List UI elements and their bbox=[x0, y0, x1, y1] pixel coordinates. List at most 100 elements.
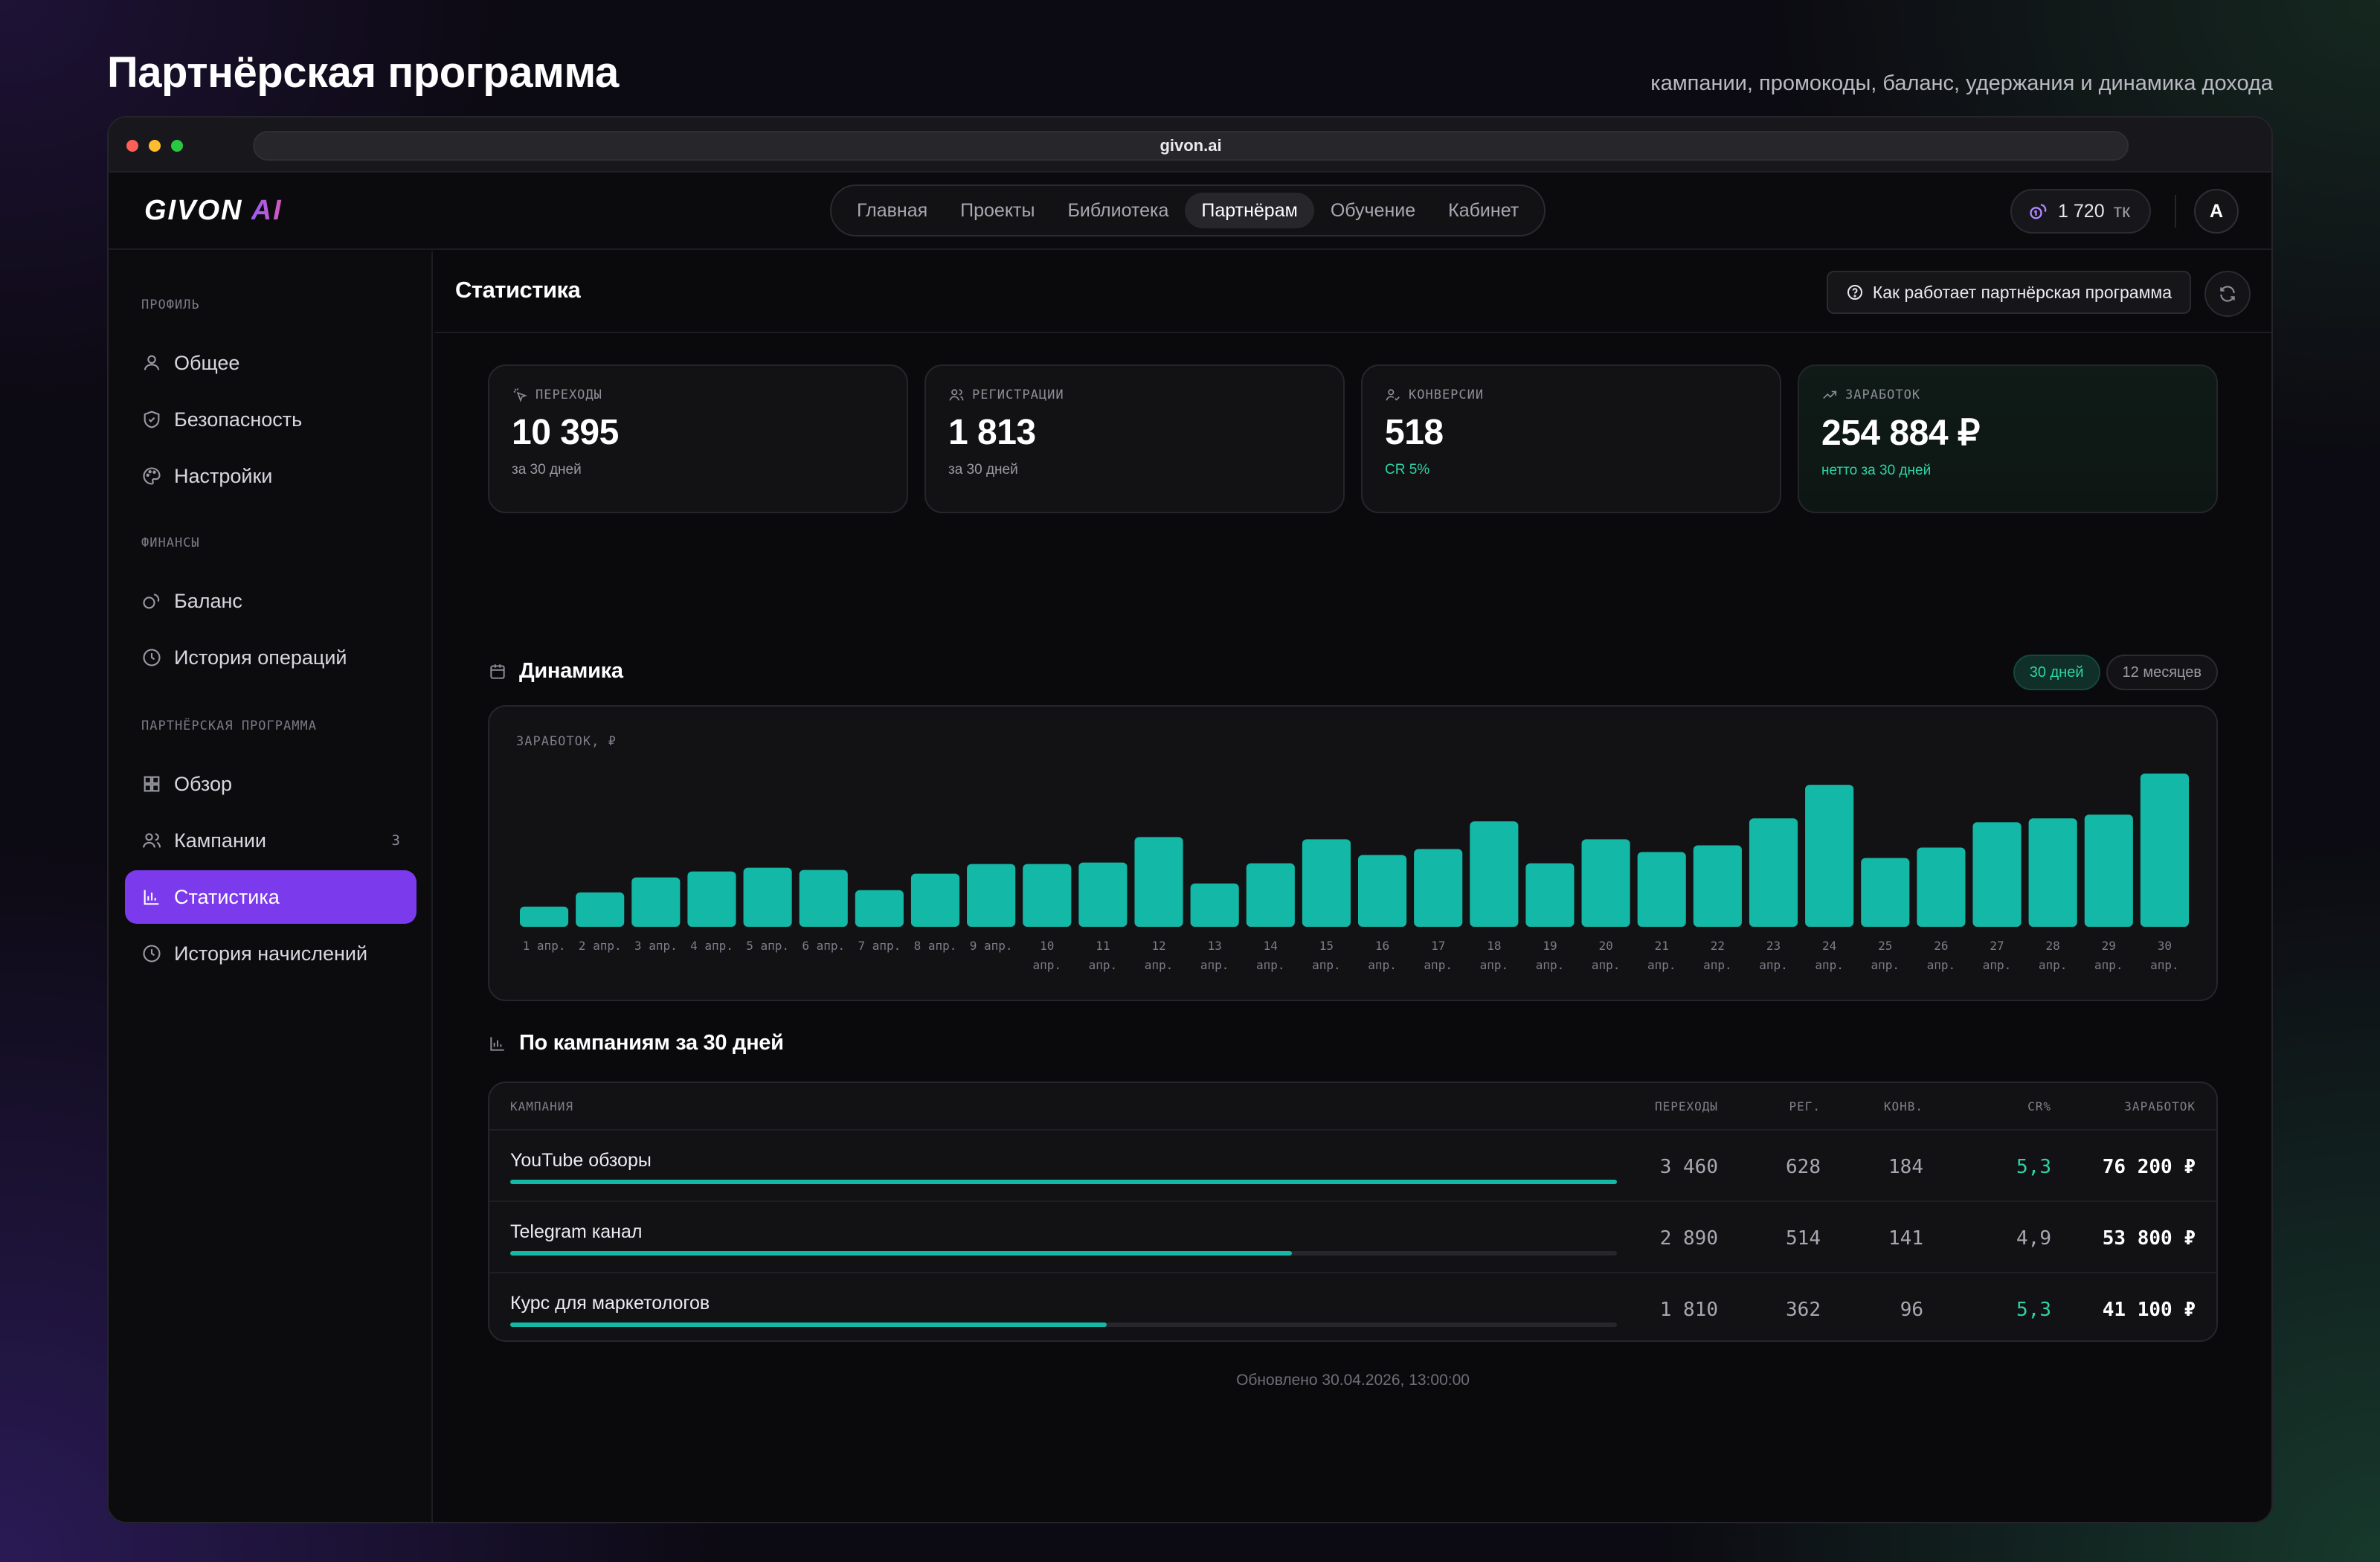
close-window-dot[interactable] bbox=[126, 140, 138, 152]
chart-bar[interactable] bbox=[2084, 814, 2133, 927]
campaign-name[interactable]: YouTube обзоры bbox=[510, 1150, 652, 1171]
page-title: Партнёрская программа bbox=[107, 48, 619, 97]
chart-tick-label: апр. bbox=[1703, 958, 1732, 972]
chart-tick-label: апр. bbox=[1424, 958, 1453, 972]
main-header: Статистика Как работает партнёрская прог… bbox=[434, 251, 2271, 333]
chart-bar[interactable] bbox=[1637, 852, 1686, 927]
sidebar-item-2-3[interactable]: История начислений bbox=[125, 927, 416, 980]
chart-bar[interactable] bbox=[2140, 774, 2189, 927]
cell-earnings: 53 800 ₽ bbox=[2102, 1227, 2196, 1250]
chart-bar[interactable] bbox=[1861, 858, 1910, 927]
range-option-1[interactable]: 12 месяцев bbox=[2106, 655, 2218, 690]
chart-bar[interactable] bbox=[1078, 862, 1128, 927]
coins-icon bbox=[2030, 204, 2047, 219]
cell-conv: 141 bbox=[1888, 1227, 1923, 1250]
chart-bar[interactable] bbox=[576, 892, 625, 927]
earnings-chart: ЗАРАБОТОК, ₽ 1 апр. 2 апр. 3 апр. 4 апр. 5 ап… bbox=[488, 705, 2218, 1001]
nav-item-2[interactable]: Библиотека bbox=[1067, 200, 1169, 221]
campaign-name[interactable]: Курс для маркетологов bbox=[510, 1293, 710, 1314]
main-title: Статистика bbox=[455, 277, 581, 303]
nav-item-1[interactable]: Проекты bbox=[960, 200, 1035, 221]
kpi-value: 1 813 bbox=[948, 413, 1036, 452]
sidebar-item-1-0[interactable]: Баланс bbox=[125, 574, 416, 628]
sidebar-item-0-0[interactable]: Общее bbox=[125, 336, 416, 390]
table-body: YouTube обзоры 3 460 628 184 5,3 76 200 … bbox=[489, 1131, 2216, 1340]
chart-bar[interactable] bbox=[1134, 837, 1183, 927]
sidebar-item-2-0[interactable]: Обзор bbox=[125, 757, 416, 811]
logo-main: GIVON bbox=[144, 195, 243, 226]
kpi-label: ЗАРАБОТОК bbox=[1821, 387, 2194, 403]
chart-tick-label: 6 апр. bbox=[802, 939, 845, 953]
table-row[interactable]: YouTube обзоры 3 460 628 184 5,3 76 200 … bbox=[489, 1131, 2216, 1202]
col-campaign[interactable]: КАМПАНИЯ bbox=[510, 1099, 574, 1113]
avatar[interactable]: A bbox=[2194, 189, 2239, 234]
address-bar[interactable]: givon.ai bbox=[253, 131, 2129, 161]
chart-bar[interactable] bbox=[1917, 847, 1966, 927]
chart-bar[interactable] bbox=[1358, 855, 1407, 927]
refresh-button[interactable] bbox=[2204, 271, 2251, 317]
user-check-icon bbox=[1386, 389, 1400, 401]
campaign-name[interactable]: Telegram канал bbox=[510, 1221, 643, 1242]
chart-bar[interactable] bbox=[743, 867, 792, 927]
chart-bar[interactable] bbox=[1581, 839, 1630, 927]
col-clicks[interactable]: ПЕРЕХОДЫ bbox=[1654, 1099, 1718, 1113]
chart-bar[interactable] bbox=[1805, 785, 1854, 927]
chart-bar[interactable] bbox=[520, 906, 569, 927]
kpi-row: ПЕРЕХОДЫ 10 395 за 30 дней РЕГИСТРАЦИИ 1 … bbox=[488, 364, 2218, 513]
chart-bar[interactable] bbox=[1525, 863, 1575, 927]
chart-bar[interactable] bbox=[855, 890, 904, 927]
col-reg[interactable]: РЕГ. bbox=[1789, 1099, 1821, 1113]
cell-clicks: 3 460 bbox=[1659, 1156, 1718, 1178]
maximize-window-dot[interactable] bbox=[171, 140, 183, 152]
chart-bar[interactable] bbox=[2028, 818, 2077, 927]
token-balance[interactable]: 1 720 тк bbox=[2010, 189, 2151, 234]
nav-item-5[interactable]: Кабинет bbox=[1448, 200, 1519, 221]
logo[interactable]: GIVON AI bbox=[144, 192, 283, 229]
minimize-window-dot[interactable] bbox=[149, 140, 161, 152]
chart-bar[interactable] bbox=[967, 864, 1016, 927]
sidebar-item-0-2[interactable]: Настройки bbox=[125, 449, 416, 503]
chart-tick-label: 9 апр. bbox=[970, 939, 1013, 953]
sidebar-item-label: Настройки bbox=[174, 464, 273, 487]
chart-bar[interactable] bbox=[1749, 818, 1798, 927]
nav-item-4[interactable]: Обучение bbox=[1330, 200, 1416, 221]
chart-bar[interactable] bbox=[1302, 839, 1351, 927]
cell-clicks: 1 810 bbox=[1659, 1299, 1718, 1321]
chart-tick-label: 25 bbox=[1878, 939, 1892, 953]
range-option-0[interactable]: 30 дней bbox=[2013, 655, 2100, 690]
table-row[interactable]: Telegram канал 2 890 514 141 4,9 53 800 … bbox=[489, 1202, 2216, 1273]
chart-bar[interactable] bbox=[1023, 864, 1072, 927]
chart-bar[interactable] bbox=[799, 870, 848, 927]
nav-item-0[interactable]: Главная bbox=[857, 200, 928, 221]
chart-bar[interactable] bbox=[1470, 821, 1519, 927]
chart-tick-label: 20 bbox=[1598, 939, 1612, 953]
chart-bar[interactable] bbox=[1972, 822, 2022, 927]
chart-bar[interactable] bbox=[687, 871, 736, 927]
sidebar-item-1-1[interactable]: История операций bbox=[125, 631, 416, 684]
chart-bar[interactable] bbox=[1190, 883, 1239, 927]
col-earnings[interactable]: ЗАРАБОТОК bbox=[2124, 1099, 2196, 1113]
chart-bar[interactable] bbox=[1693, 845, 1742, 927]
chart-bar[interactable] bbox=[1246, 863, 1295, 927]
sidebar-item-0-1[interactable]: Безопасность bbox=[125, 393, 416, 446]
kpi-value: 518 bbox=[1385, 413, 1444, 452]
col-conv[interactable]: КОНВ. bbox=[1883, 1099, 1923, 1113]
sidebar-item-2-2[interactable]: Статистика bbox=[125, 870, 416, 924]
nav-item-3[interactable]: Партнёрам bbox=[1185, 193, 1314, 228]
campaigns-title-label: По кампаниям за 30 дней bbox=[519, 1031, 784, 1055]
chart-bar[interactable] bbox=[1414, 849, 1463, 927]
campaign-share-track bbox=[510, 1322, 1617, 1327]
col-cr[interactable]: CR% bbox=[2027, 1099, 2051, 1113]
chart-tick-label: 5 апр. bbox=[746, 939, 789, 953]
help-button[interactable]: Как работает партнёрская программа bbox=[1826, 271, 2191, 314]
earnings-chart-svg: ЗАРАБОТОК, ₽ 1 апр. 2 апр. 3 апр. 4 апр. 5 ап… bbox=[516, 734, 2189, 972]
chart-bar[interactable] bbox=[631, 877, 681, 927]
chart-tick-label: апр. bbox=[1200, 958, 1229, 972]
user-icon bbox=[144, 355, 160, 370]
chart-tick-label: апр. bbox=[1983, 958, 2012, 972]
table-row[interactable]: Курс для маркетологов 1 810 362 96 5,3 4… bbox=[489, 1273, 2216, 1340]
chart-bar[interactable] bbox=[910, 873, 960, 927]
cell-clicks: 2 890 bbox=[1659, 1227, 1718, 1250]
kpi-label: РЕГИСТРАЦИИ bbox=[948, 387, 1321, 403]
sidebar-item-2-1[interactable]: Кампании 3 bbox=[125, 814, 416, 867]
